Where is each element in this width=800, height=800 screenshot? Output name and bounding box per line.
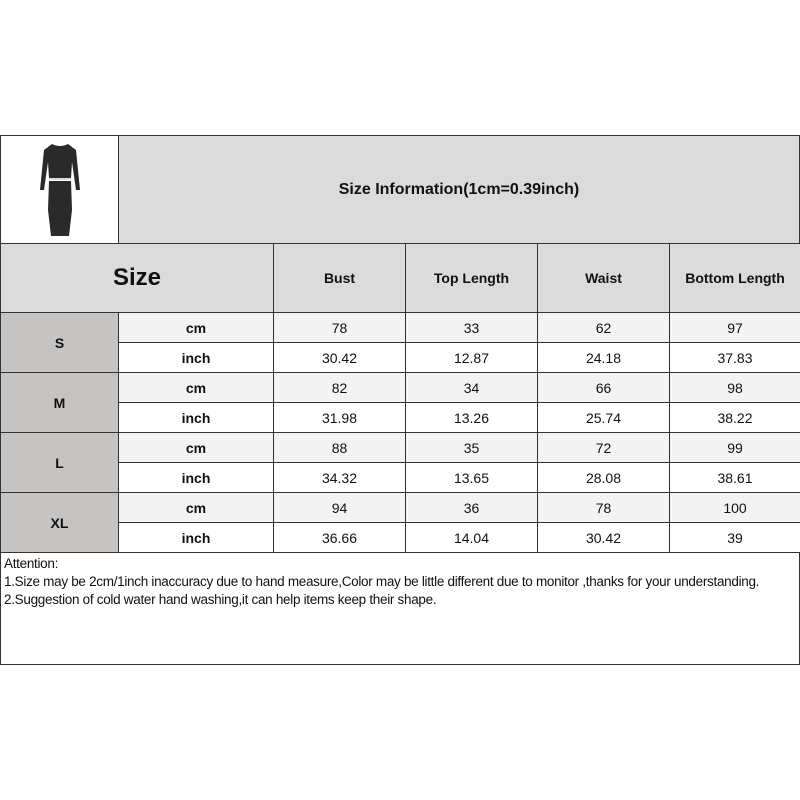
table-cell: 24.18 <box>537 342 670 373</box>
table-cell: 30.42 <box>537 522 670 553</box>
unit-label: inch <box>118 522 274 553</box>
unit-label: cm <box>118 492 274 523</box>
table-cell: 13.26 <box>405 402 538 433</box>
page-title: Size Information(1cm=0.39inch) <box>118 135 800 244</box>
table-cell: 98 <box>669 372 800 403</box>
table-cell: 13.65 <box>405 462 538 493</box>
dress-icon <box>39 143 80 236</box>
size-label: S <box>0 312 119 373</box>
table-cell: 72 <box>537 432 670 463</box>
table-cell: 14.04 <box>405 522 538 553</box>
table-cell: 34 <box>405 372 538 403</box>
table-cell: 99 <box>669 432 800 463</box>
table-cell: 100 <box>669 492 800 523</box>
table-cell: 38.22 <box>669 402 800 433</box>
unit-label: inch <box>118 342 274 373</box>
column-header: Waist <box>537 243 670 313</box>
table-cell: 82 <box>273 372 406 403</box>
size-label: M <box>0 372 119 433</box>
unit-label: cm <box>118 372 274 403</box>
size-label: L <box>0 432 119 493</box>
table-cell: 94 <box>273 492 406 523</box>
table-cell: 36.66 <box>273 522 406 553</box>
table-cell: 12.87 <box>405 342 538 373</box>
unit-label: inch <box>118 462 274 493</box>
attention-note: Attention: 1.Size may be 2cm/1inch inacc… <box>0 552 800 665</box>
column-header: Top Length <box>405 243 538 313</box>
unit-label: cm <box>118 312 274 343</box>
column-header: Bottom Length <box>669 243 800 313</box>
table-cell: 62 <box>537 312 670 343</box>
unit-label: cm <box>118 432 274 463</box>
table-cell: 28.08 <box>537 462 670 493</box>
table-cell: 33 <box>405 312 538 343</box>
table-cell: 25.74 <box>537 402 670 433</box>
table-cell: 30.42 <box>273 342 406 373</box>
table-cell: 39 <box>669 522 800 553</box>
size-label: XL <box>0 492 119 553</box>
table-cell: 97 <box>669 312 800 343</box>
table-cell: 31.98 <box>273 402 406 433</box>
table-cell: 78 <box>273 312 406 343</box>
unit-label: inch <box>118 402 274 433</box>
table-cell: 35 <box>405 432 538 463</box>
table-cell: 36 <box>405 492 538 523</box>
table-cell: 66 <box>537 372 670 403</box>
product-image <box>0 135 119 244</box>
table-cell: 34.32 <box>273 462 406 493</box>
column-header: Bust <box>273 243 406 313</box>
attention-line: 2.Suggestion of cold water hand washing,… <box>4 592 437 607</box>
table-cell: 38.61 <box>669 462 800 493</box>
size-header: Size <box>0 243 274 313</box>
table-cell: 78 <box>537 492 670 523</box>
table-cell: 37.83 <box>669 342 800 373</box>
table-cell: 88 <box>273 432 406 463</box>
attention-line: 1.Size may be 2cm/1inch inaccuracy due t… <box>4 574 760 589</box>
attention-heading: Attention: <box>4 556 59 571</box>
